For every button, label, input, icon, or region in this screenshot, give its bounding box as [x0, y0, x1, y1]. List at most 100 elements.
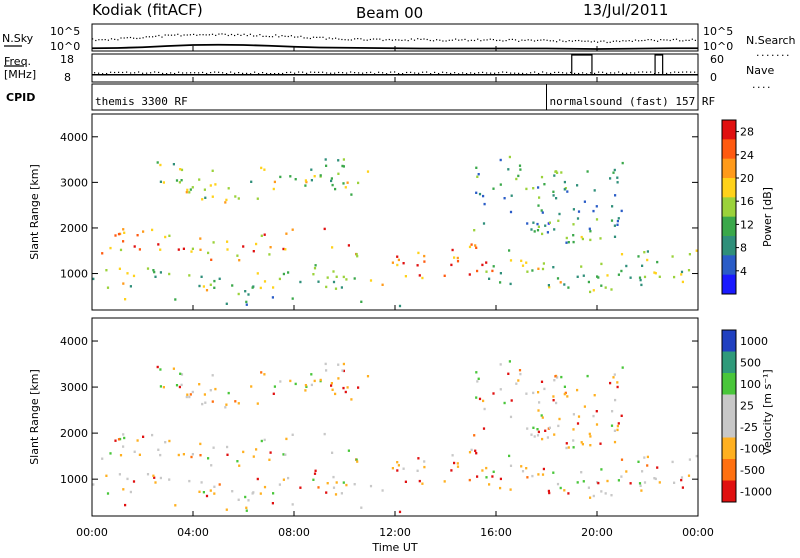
noise-search-dot: [117, 39, 119, 41]
power-cell: [347, 244, 350, 247]
power-cell: [332, 270, 335, 273]
velocity-cell: [586, 374, 589, 378]
nave-dot: [190, 72, 192, 74]
noise-search-dot: [218, 33, 220, 35]
velocity-cell: [537, 430, 540, 434]
velocity-cell: [168, 478, 171, 481]
velocity-colorbar-swatch: [722, 459, 736, 481]
power-cell: [278, 277, 281, 281]
velocity-cell: [203, 393, 206, 396]
noise-search-dot: [514, 39, 517, 41]
velocity-cell: [592, 414, 595, 418]
power-cell: [482, 194, 485, 198]
nave-dot: [342, 72, 344, 74]
noise-search-dot: [101, 39, 103, 41]
velocity-cell: [211, 400, 214, 403]
noise-search-dot: [489, 38, 491, 40]
power-cell: [313, 267, 317, 270]
noise-search-dot: [581, 40, 583, 42]
power-cell: [198, 178, 201, 181]
velocity-cell: [621, 366, 624, 369]
noise-search-dot: [284, 35, 286, 37]
power-cell: [599, 237, 602, 240]
power-cell: [154, 275, 157, 278]
nave-dot: [338, 71, 340, 74]
freq-label-line1: Freq.: [4, 55, 31, 68]
nave-dot: [414, 72, 416, 74]
velocity-cell: [583, 405, 586, 408]
velocity-cell: [323, 432, 326, 436]
velocity-cell: [572, 439, 575, 442]
power-cell: [646, 250, 649, 253]
velocity-cell: [324, 362, 327, 366]
freq-traces: [92, 54, 698, 76]
power-cell: [190, 250, 193, 253]
velocity-cell: [567, 446, 570, 449]
power-cell: [242, 245, 245, 248]
nave-dot: [138, 71, 140, 73]
power-cell: [114, 234, 117, 237]
nave-dot: [162, 72, 164, 75]
velocity-cell: [617, 422, 620, 425]
nave-dot: [642, 71, 644, 73]
power-cell: [255, 242, 258, 246]
power-colorbar: 4 8 12 16 20 24 28: [721, 119, 754, 295]
nave-dot: [330, 72, 332, 74]
noise-search-dot: [615, 40, 618, 42]
velocity-cell: [688, 458, 691, 461]
velocity-cell: [269, 451, 272, 454]
noise-search-dot: [363, 39, 365, 41]
velocity-cell: [198, 383, 201, 386]
x-tick-label: 00:00: [682, 526, 714, 539]
power-cell: [654, 272, 657, 275]
power-cell: [211, 195, 214, 198]
nave-dot: [686, 71, 688, 73]
noise-search-dot: [300, 35, 302, 37]
velocity-cell: [152, 474, 155, 477]
power-cell: [245, 300, 248, 304]
velocity-colorbar-tick-label: 25: [740, 399, 754, 412]
power-cell: [337, 159, 340, 162]
nave-dot: [526, 73, 528, 75]
velocity-cell: [491, 475, 494, 478]
noise-search-dot: [385, 39, 387, 41]
power-cell: [291, 297, 294, 300]
velocity-cell: [620, 458, 624, 461]
noise-search-dot: [688, 39, 690, 41]
velocity-cell: [552, 471, 555, 474]
power-cell: [525, 261, 528, 264]
cpid-label: CPID: [6, 91, 35, 104]
noise-search-dot: [417, 38, 419, 40]
power-cell: [272, 187, 275, 191]
power-cell: [334, 187, 337, 191]
noise-search-dot: [492, 39, 494, 41]
velocity-cell: [213, 485, 216, 488]
power-cell: [198, 284, 201, 288]
nave-dot: [198, 72, 200, 74]
velocity-cell: [566, 395, 569, 398]
velocity-cell: [542, 467, 545, 471]
velocity-cell: [304, 384, 307, 387]
power-cell: [625, 264, 628, 268]
velocity-cell: [548, 491, 551, 495]
velocity-cell: [260, 371, 263, 374]
y-tick-label: 1000: [60, 268, 88, 281]
power-colorbar-tick-label: 8: [740, 242, 747, 255]
power-cell: [680, 270, 684, 274]
noise-search-dot: [275, 34, 277, 36]
velocity-cell: [600, 490, 603, 493]
noise-search-dot: [145, 36, 147, 38]
noise-search-dot: [647, 39, 649, 41]
nave-dot: [586, 73, 588, 75]
noise-search-dot: [211, 33, 214, 35]
power-cell: [323, 227, 326, 231]
velocity-cell: [613, 440, 617, 444]
power-cell: [508, 249, 511, 252]
power-cell: [583, 200, 586, 203]
power-cell: [396, 263, 399, 267]
nave-dot: [486, 72, 488, 74]
velocity-cell: [526, 427, 529, 430]
power-cell: [325, 285, 328, 289]
noise-search-dot: [180, 35, 182, 37]
velocity-cell: [553, 433, 556, 436]
